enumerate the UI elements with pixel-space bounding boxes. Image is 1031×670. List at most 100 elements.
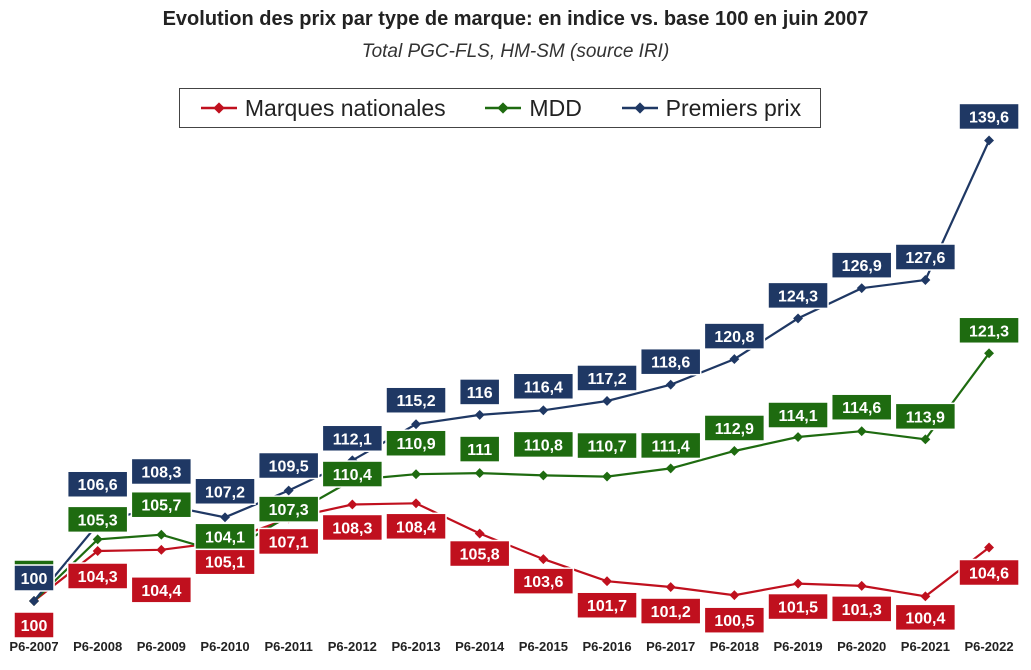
- data-point: [920, 434, 931, 445]
- data-point: [92, 534, 103, 545]
- data-label-box: [958, 558, 1020, 587]
- data-label: 107,1: [269, 534, 309, 551]
- data-point: [474, 409, 485, 420]
- data-label: 101,5: [778, 600, 818, 617]
- data-label: 124,3: [778, 288, 818, 305]
- data-label-box: [512, 372, 575, 401]
- data-label-box: [458, 378, 501, 406]
- data-point: [729, 446, 740, 456]
- x-tick-label: P6-2020: [837, 639, 886, 654]
- data-point: [793, 432, 803, 442]
- data-label: 100: [21, 618, 48, 635]
- data-label-box: [66, 562, 129, 590]
- legend-marker-mdd: [485, 102, 522, 114]
- data-label-box: [958, 102, 1020, 131]
- data-label: 118,6: [651, 355, 690, 372]
- chart-subtitle: Total PGC-FLS, HM-SM (source IRI): [361, 41, 670, 62]
- x-tick-label: P6-2022: [964, 639, 1013, 654]
- data-label-box: [576, 591, 638, 619]
- x-tick-label: P6-2009: [137, 639, 186, 654]
- data-label: 100,5: [714, 613, 754, 630]
- data-label-box: [130, 576, 193, 604]
- data-label: 101,2: [651, 604, 691, 621]
- x-tick-label: P6-2010: [200, 639, 249, 654]
- data-label-box: [830, 251, 893, 279]
- data-label: 107,2: [205, 484, 245, 501]
- data-point: [984, 348, 994, 359]
- data-label: 101,7: [587, 598, 627, 615]
- chart-title: Evolution des prix par type de marque: e…: [162, 8, 869, 30]
- data-label: 104,1: [205, 529, 245, 546]
- data-label-box: [194, 477, 256, 506]
- x-tick-label: P6-2021: [901, 639, 950, 654]
- series-line-2: [33, 140, 991, 602]
- data-label: 105,8: [460, 547, 500, 564]
- data-label: 114,6: [842, 400, 881, 417]
- data-label-box: [894, 603, 957, 632]
- legend-item-premiers-prix: Premiers prix: [620, 95, 801, 122]
- x-tick-label: P6-2012: [328, 639, 377, 654]
- data-label: 105,1: [205, 555, 245, 572]
- x-tick-label: P6-2018: [710, 639, 759, 654]
- data-label-box: [448, 539, 511, 568]
- series-line-0: [33, 502, 990, 602]
- chart-legend: Marques nationales MDD Premiers prix: [179, 88, 821, 128]
- data-point: [920, 275, 931, 285]
- data-label-box: [576, 431, 638, 460]
- data-label: 108,4: [396, 519, 436, 536]
- legend-label-marques-nationales: Marques nationales: [244, 94, 446, 121]
- data-label: 109,5: [269, 459, 309, 476]
- data-point: [793, 578, 803, 589]
- data-label: 139,6: [969, 109, 1009, 126]
- data-label-box: [257, 451, 320, 480]
- data-label-box: [767, 592, 829, 621]
- data-point: [602, 576, 612, 587]
- data-label-box: [703, 322, 766, 350]
- data-point: [665, 582, 676, 592]
- x-tick-label: P6-2013: [391, 639, 440, 654]
- data-label-box: [512, 430, 575, 459]
- data-label-box: [385, 386, 447, 414]
- data-point: [729, 354, 740, 365]
- data-point: [474, 468, 485, 479]
- series-line-1: [33, 352, 990, 602]
- data-label: 108,3: [332, 520, 372, 537]
- data-label-box: [385, 512, 447, 541]
- data-label: 110,4: [333, 467, 372, 484]
- data-label-box: [958, 316, 1020, 345]
- data-label-box: [321, 513, 384, 542]
- data-point: [156, 529, 167, 540]
- legend-marker-marques-nationales: [200, 102, 237, 114]
- data-label-box: [703, 606, 766, 634]
- data-label-box: [321, 424, 384, 453]
- data-label: 111,4: [652, 438, 690, 455]
- data-label: 110,8: [524, 437, 563, 454]
- data-label: 116,4: [524, 379, 563, 396]
- data-point: [856, 283, 867, 294]
- data-point: [156, 544, 167, 555]
- data-point: [411, 419, 421, 430]
- data-label-box: [194, 522, 256, 551]
- data-point: [920, 591, 931, 602]
- data-label-box: [257, 495, 320, 523]
- data-point: [729, 590, 740, 601]
- data-point: [220, 512, 230, 523]
- data-label-box: [321, 460, 384, 488]
- data-label: 110,7: [587, 439, 626, 456]
- data-label: 111: [467, 442, 492, 459]
- data-point: [92, 546, 103, 556]
- legend-item-mdd: MDD: [483, 95, 582, 122]
- data-label: 101,3: [842, 602, 882, 619]
- x-tick-label: P6-2015: [519, 639, 568, 654]
- data-label-box: [130, 457, 193, 486]
- legend-marker-premiers-prix: [621, 102, 658, 114]
- data-label: 104,4: [141, 583, 181, 600]
- data-point: [602, 396, 612, 406]
- data-label: 126,9: [842, 258, 882, 275]
- data-point: [29, 596, 39, 606]
- x-tick-label: P6-2007: [9, 639, 58, 654]
- data-point: [411, 469, 421, 480]
- data-label-box: [130, 490, 193, 519]
- data-label-box: [194, 547, 256, 576]
